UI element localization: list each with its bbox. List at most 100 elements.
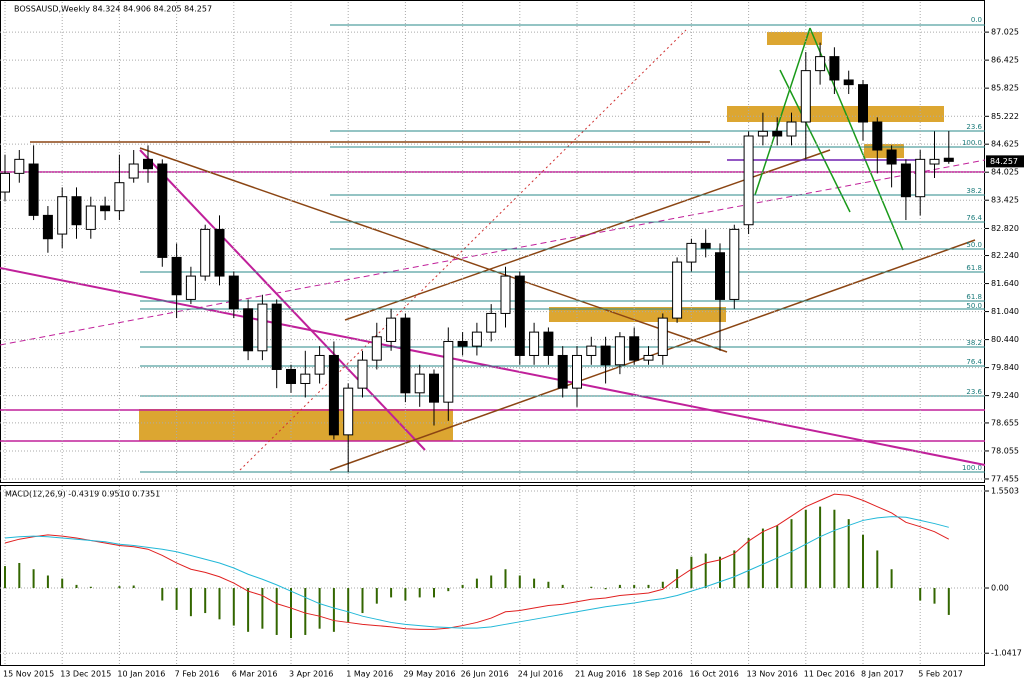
y-tick-label: 82.240 [991,251,1019,260]
candle-body [171,256,182,296]
candle-body [257,303,268,352]
candle-body [543,331,554,356]
candle-body [114,182,125,212]
candle-body [843,79,854,86]
x-tick-label: 15 Nov 2015 [3,670,54,679]
x-tick-label: 6 Mar 2016 [232,670,278,679]
trend-line [754,27,811,196]
candle-body [557,354,568,389]
candle-body [443,340,454,403]
candle-body [371,336,382,361]
candle-body [858,84,868,123]
candle-body [386,317,397,342]
fib-label: 0.0 [971,16,982,24]
candle-body [228,275,239,310]
trend-line [139,149,426,451]
y-tick-label: 86.425 [991,56,1019,65]
candle-body [886,149,897,165]
x-tick-label: 11 Dec 2016 [804,670,855,679]
y-tick-label: 82.820 [991,224,1019,233]
fib-label: 50.0 [966,302,982,310]
y-tick-label: 81.640 [991,279,1019,288]
fib-label: 76.4 [966,214,982,222]
price-tag [986,155,1024,168]
candle-body [71,196,82,226]
candle-body [414,373,425,394]
macd-line [4,493,950,630]
candle-body [757,130,768,137]
candle-body [328,354,339,436]
x-tick-label: 3 Apr 2016 [289,670,333,679]
candle-body [643,354,654,361]
fib-label: 50.0 [966,241,982,249]
y-tick-label: 85.222 [991,112,1019,121]
y-tick-label: 78.655 [991,418,1019,427]
candle-body [300,373,311,384]
fib-label: 23.6 [966,123,982,131]
x-tick-label: 13 Nov 2016 [747,670,798,679]
candle-body [400,317,411,394]
candle-body [800,70,811,123]
x-tick-label: 29 May 2016 [403,670,455,679]
candle-body [100,205,111,212]
y-tick-label: 84.025 [991,168,1019,177]
candle-body [586,345,597,356]
candle-body [614,336,625,366]
candle-body [715,252,725,300]
y-tick-label: 78.055 [991,446,1019,455]
candle-body [200,228,211,277]
macd-title: MACD(12,26,9) -0.4319 0.9510 0.7351 [5,490,160,499]
x-tick-label: 7 Feb 2016 [175,670,220,679]
y-tick-label: 80.440 [991,335,1019,344]
candle-body [829,56,840,81]
trend-line [779,69,851,213]
trend-line [809,27,904,251]
x-tick-label: 26 Jun 2016 [461,670,509,679]
candle-body [457,340,468,347]
x-tick-label: 21 Aug 2016 [575,670,626,679]
candle-body [42,214,53,240]
main-frame [0,0,985,483]
candle-body [629,336,640,361]
candle-body [786,121,797,137]
candle-body [743,135,754,226]
candle-body [514,275,525,356]
candle-body [772,130,783,137]
drawings [0,24,986,473]
candle-body [529,331,540,356]
trend-line [344,149,831,321]
candle-body [286,368,296,384]
candle-body [900,163,911,198]
fib-label: 23.6 [966,388,982,396]
y-tick-label: 81.040 [991,307,1019,316]
candle-body [185,275,196,300]
x-tick-label: 18 Sep 2016 [632,670,683,679]
candle-body [57,196,68,235]
fib-label: 100.0 [962,464,982,472]
candle-body [214,228,225,277]
fib-label: 61.8 [966,264,982,272]
x-tick-label: 13 Dec 2015 [60,670,111,679]
chart-title: BOSSAUSD,Weekly 84.324 84.906 84.205 84.… [14,5,212,14]
candle-body [128,163,139,179]
fib-label: 100.0 [962,139,982,147]
fib-label: 38.2 [966,187,982,195]
y-tick-label: 85.825 [991,84,1019,93]
fib-label: 76.4 [966,358,982,366]
candle-body [729,228,740,300]
trend-line [139,147,728,353]
candle-body [28,163,39,216]
x-tick-label: 5 Feb 2017 [918,670,963,679]
candle-body [700,242,711,249]
candle-body [0,172,10,193]
candle-body [486,312,497,333]
fib-label: 61.8 [966,293,982,301]
candle-body [915,158,926,198]
y-tick-label: 79.840 [991,363,1019,372]
y-tick-label: -1.0417 [991,649,1022,658]
candle-body [672,261,683,319]
candle-body [314,354,325,375]
y-tick-label: 87.025 [991,28,1019,37]
price-tag-label: 84.257 [990,157,1018,166]
candle-body [943,157,954,162]
